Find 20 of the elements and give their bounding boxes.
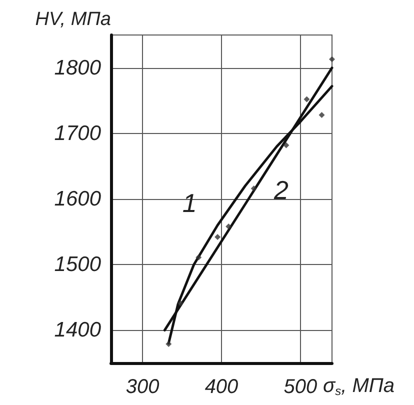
point — [196, 254, 202, 260]
y-tick-label: 1700 — [54, 122, 102, 145]
point — [318, 112, 325, 118]
y-tick-label: 1400 — [54, 318, 102, 342]
point — [304, 96, 310, 102]
y-tick-label: 1600 — [54, 188, 102, 210]
point — [166, 340, 172, 347]
point — [283, 142, 290, 148]
y-tick-label: 1500 — [54, 253, 102, 276]
series-label: 2 — [272, 175, 289, 206]
x-tick-label: 300 — [126, 376, 160, 398]
x-tick-label: 400 — [204, 376, 238, 398]
x-tick-label: 500 — [284, 376, 318, 398]
point — [177, 300, 184, 306]
point — [226, 224, 232, 230]
point — [214, 234, 221, 240]
y-axis-title: HV, МПа — [35, 9, 111, 30]
y-tick-label: 1800 — [54, 56, 102, 80]
point — [250, 186, 257, 192]
point — [329, 56, 335, 62]
